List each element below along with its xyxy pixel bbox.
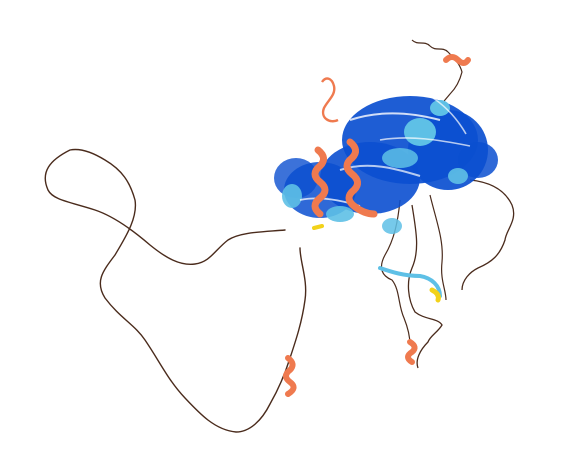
coil-yellow <box>429 287 441 303</box>
disordered-loop-left <box>44 148 307 433</box>
helix-segment-orange <box>283 355 297 397</box>
helix-small-bottom <box>405 339 418 365</box>
coil-lower-branch <box>380 199 411 346</box>
coil-top-left <box>321 77 339 123</box>
coil-yellow-small <box>312 224 324 230</box>
coil-yellow-blue <box>378 266 442 298</box>
coil-right-tail <box>461 179 515 291</box>
helix-top-right <box>443 54 471 66</box>
coil-center-down <box>407 204 443 369</box>
core-domain <box>274 95 498 234</box>
coil-center-mid <box>429 194 447 301</box>
